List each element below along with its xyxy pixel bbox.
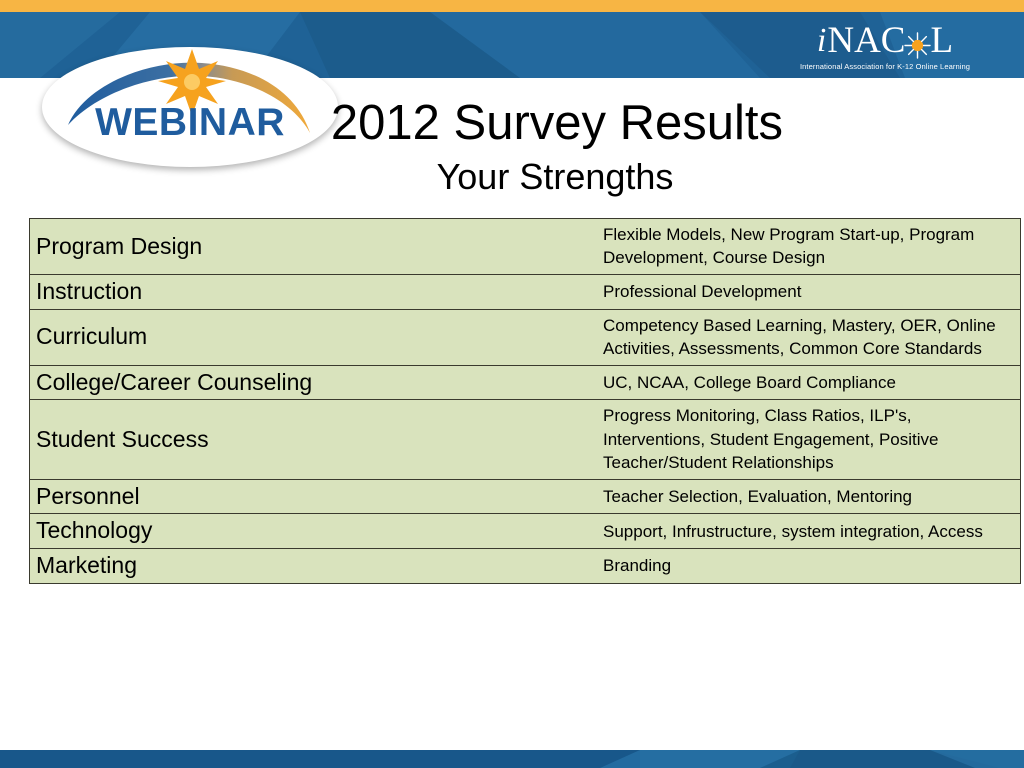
table-row: Instruction Professional Development [29,274,1021,310]
table-cell-area: Technology [29,513,597,549]
webinar-swoosh-icon [68,49,310,134]
footer-facet-pattern [0,750,1024,768]
header-blue-background [0,12,1024,78]
table-row: College/Career Counseling UC, NCAA, Coll… [29,365,1021,400]
table-cell-detail: Competency Based Learning, Mastery, OER,… [597,309,1021,366]
inacol-tagline: International Association for K-12 Onlin… [799,62,971,71]
table-cell-detail: UC, NCAA, College Board Compliance [597,365,1021,400]
webinar-wordmark: WEBINAR [95,101,285,144]
table-row: Marketing Branding [29,548,1021,584]
table-cell-area: Marketing [29,548,597,584]
slide-footer-band [0,750,1024,768]
orange-accent-strip [0,0,1024,12]
table-cell-detail: Support, Infrustructure, system integrat… [597,513,1021,549]
page-subtitle: Your Strengths [436,156,674,197]
table-cell-detail: Progress Monitoring, Class Ratios, ILP's… [597,399,1021,480]
inacol-logo: i NAC L International Association for K-… [790,22,980,71]
table-cell-detail: Flexible Models, New Program Start-up, P… [597,218,1021,275]
inacol-logo-l: L [930,20,954,61]
table-row: Student Success Progress Monitoring, Cla… [29,399,1021,480]
webinar-starburst-icon [158,49,226,116]
inacol-logo-i: i [816,21,827,59]
table-row: Program Design Flexible Models, New Prog… [29,218,1021,275]
table-cell-area: Program Design [29,218,597,275]
inacol-wordmark: i NAC L [790,22,980,59]
table-cell-area: Instruction [29,274,597,310]
webinar-logo: WEBINAR [42,47,338,167]
header-facet-pattern [0,12,1024,78]
slide-header-band [0,0,1024,78]
table-row: Curriculum Competency Based Learning, Ma… [29,309,1021,366]
table-cell-area: College/Career Counseling [29,365,597,400]
table-cell-detail: Branding [597,548,1021,584]
page-title: 2012 Survey Results [330,96,784,150]
strengths-table: Program Design Flexible Models, New Prog… [29,218,1021,584]
table-cell-area: Personnel [29,479,597,514]
table-row: Technology Support, Infrustructure, syst… [29,513,1021,549]
inacol-logo-nac: NAC [827,20,906,61]
table-cell-detail: Teacher Selection, Evaluation, Mentoring [597,479,1021,514]
table-cell-area: Student Success [29,399,597,480]
strengths-table-body: Program Design Flexible Models, New Prog… [29,218,1021,584]
table-cell-detail: Professional Development [597,274,1021,310]
table-cell-area: Curriculum [29,309,597,366]
starburst-icon [904,29,932,59]
table-row: Personnel Teacher Selection, Evaluation,… [29,479,1021,514]
